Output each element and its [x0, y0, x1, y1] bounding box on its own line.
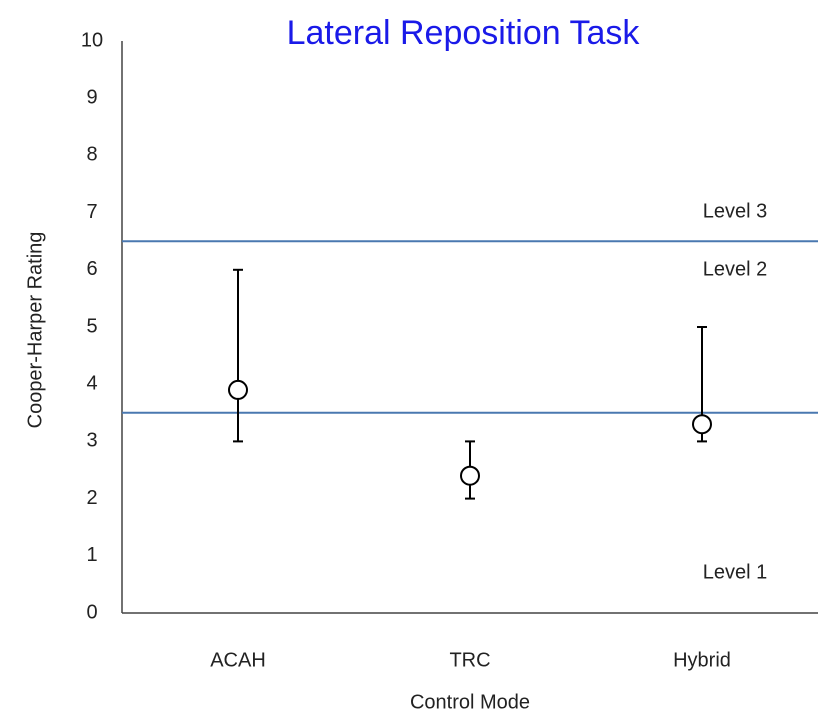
- y-tick-label: 6: [86, 258, 97, 280]
- y-tick-label: 9: [86, 86, 97, 108]
- y-tick-label: 7: [86, 201, 97, 223]
- level-label: Level 2: [703, 258, 768, 280]
- y-tick-label: 8: [86, 144, 97, 166]
- y-tick-label: 0: [86, 601, 97, 623]
- x-tick-label: Hybrid: [673, 649, 731, 671]
- mean-marker: [228, 379, 248, 400]
- x-axis-label: Control Mode: [410, 691, 530, 713]
- y-axis-label: Cooper-Harper Rating: [24, 232, 46, 429]
- y-tick-label: 4: [86, 372, 97, 394]
- level-label: Level 1: [703, 561, 768, 583]
- y-tick-label: 5: [86, 315, 97, 337]
- y-tick-label: 1: [86, 544, 97, 566]
- mean-marker: [460, 465, 480, 486]
- x-tick-label: TRC: [449, 649, 490, 671]
- level-label: Level 3: [703, 200, 768, 222]
- y-tick-label: 2: [86, 487, 97, 509]
- y-tick-label: 3: [86, 430, 97, 452]
- chart-title: Lateral Reposition Task: [287, 14, 641, 52]
- x-tick-label: ACAH: [210, 649, 266, 671]
- mean-marker: [692, 414, 712, 435]
- y-tick-label: 10: [81, 29, 103, 51]
